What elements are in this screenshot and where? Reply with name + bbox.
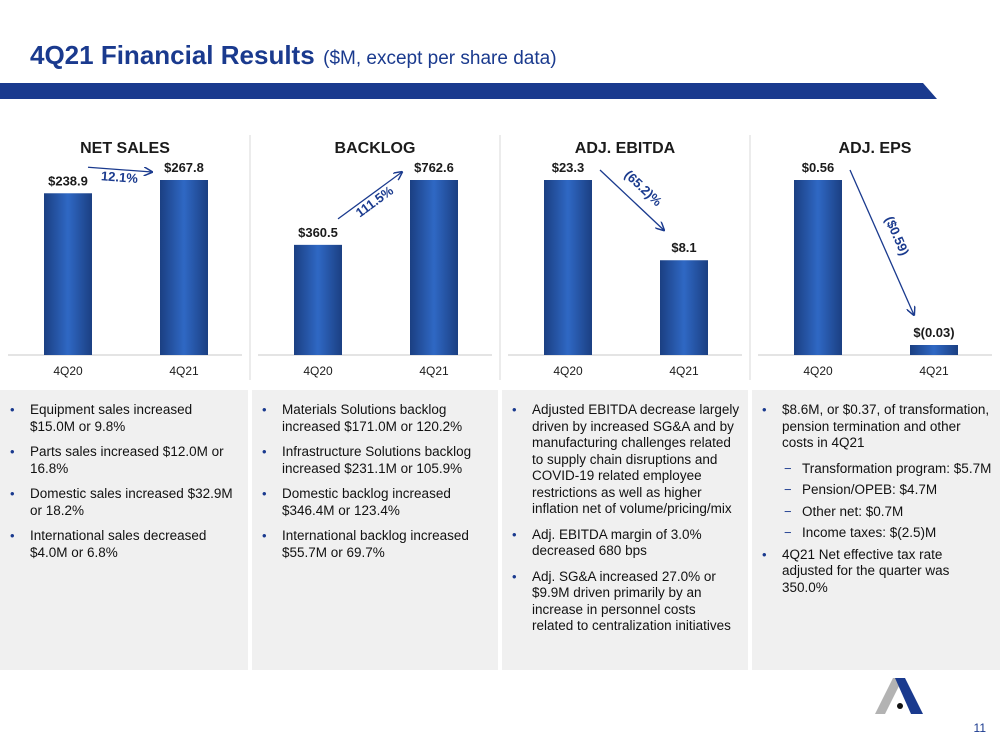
panel-adj-ebitda: Adjusted EBITDA decrease largely driven … [502,390,748,670]
sub-bullet-item: Other net: $0.7M [760,504,992,521]
bullet-item: Infrastructure Solutions backlog increas… [260,444,490,477]
bar-4q21 [410,180,458,355]
x-tick-label: 4Q21 [919,364,949,378]
page-title-main: 4Q21 Financial Results [30,40,315,70]
bar-4q20 [794,180,842,355]
data-label: $0.56 [802,160,835,175]
panel-net-sales: Equipment sales increased $15.0M or 9.8%… [0,390,248,670]
bar-4q20 [44,193,92,355]
change-arrow [849,169,914,315]
data-label: $238.9 [48,173,88,188]
bullet-list: Materials Solutions backlog increased $1… [260,402,490,561]
change-arrow [87,166,152,172]
bar-charts: $238.9 4Q20 $267.8 4Q21 12.1% $360.5 4Q20 $762.… [8,135,992,380]
bullet-item: 4Q21 Net effective tax rate adjusted for… [760,547,992,597]
change-label: 111.5% [353,183,397,221]
chart-title-backlog: BACKLOG [334,140,416,157]
x-tick-label: 4Q20 [553,364,583,378]
header-banner [0,83,937,99]
change-label: (65.2)% [622,167,666,209]
bar-4q21 [910,345,958,355]
bullet-item: Adj. EBITDA margin of 3.0% decreased 680… [510,527,740,560]
bullet-item: Domestic sales increased $32.9M or 18.2% [8,486,240,519]
x-tick-label: 4Q20 [803,364,833,378]
bullet-item: International sales decreased $4.0M or 6… [8,528,240,561]
sub-bullet-item: Income taxes: $(2.5)M [760,525,992,542]
bar-4q20 [294,244,342,355]
data-label: $267.8 [164,160,204,175]
bar-4q21 [160,180,208,355]
change-arrow [599,169,664,230]
panel-adj-eps: $8.6M, or $0.37, of transformation, pens… [752,390,1000,670]
x-tick-label: 4Q20 [303,364,333,378]
bullet-list: Adjusted EBITDA decrease largely driven … [510,402,740,635]
bar-4q20 [544,180,592,355]
data-label: $23.3 [552,160,585,175]
change-arrow [337,172,402,220]
astec-a-logo [875,678,923,714]
sub-bullet-item: Transformation program: $5.7M [760,461,992,478]
data-label: $360.5 [298,225,338,240]
bullet-item: International backlog increased $55.7M o… [260,528,490,561]
data-label: $(0.03) [913,325,954,340]
page-title: 4Q21 Financial Results ($M, except per s… [30,40,557,71]
x-tick-label: 4Q21 [169,364,199,378]
panel-backlog: Materials Solutions backlog increased $1… [252,390,498,670]
page-number: 11 [973,721,986,735]
bullet-item: Adj. SG&A increased 27.0% or $9.9M drive… [510,569,740,635]
bullet-item: Materials Solutions backlog increased $1… [260,402,490,435]
sub-bullet-item: Pension/OPEB: $4.7M [760,482,992,499]
page-title-subtitle: ($M, except per share data) [323,48,557,69]
change-label: 12.1% [101,168,139,186]
data-label: $762.6 [414,160,454,175]
chart-title-adj-eps: ADJ. EPS [838,140,912,157]
data-label: $8.1 [671,240,696,255]
bullet-item: Domestic backlog increased $346.4M or 12… [260,486,490,519]
bullet-item: Adjusted EBITDA decrease largely driven … [510,402,740,518]
x-tick-label: 4Q21 [419,364,449,378]
bullet-list: $8.6M, or $0.37, of transformation, pens… [760,402,992,596]
bullet-item: Equipment sales increased $15.0M or 9.8% [8,402,240,435]
chart-title-adj-ebitda: ADJ. EBITDA [574,140,676,157]
bullet-item: $8.6M, or $0.37, of transformation, pens… [760,402,992,452]
x-tick-label: 4Q21 [669,364,699,378]
chart-title-net-sales: NET SALES [80,140,170,157]
bullet-item: Parts sales increased $12.0M or 16.8% [8,444,240,477]
x-tick-label: 4Q20 [53,364,83,378]
bullet-list: Equipment sales increased $15.0M or 9.8%… [8,402,240,561]
bar-4q21 [660,260,708,355]
